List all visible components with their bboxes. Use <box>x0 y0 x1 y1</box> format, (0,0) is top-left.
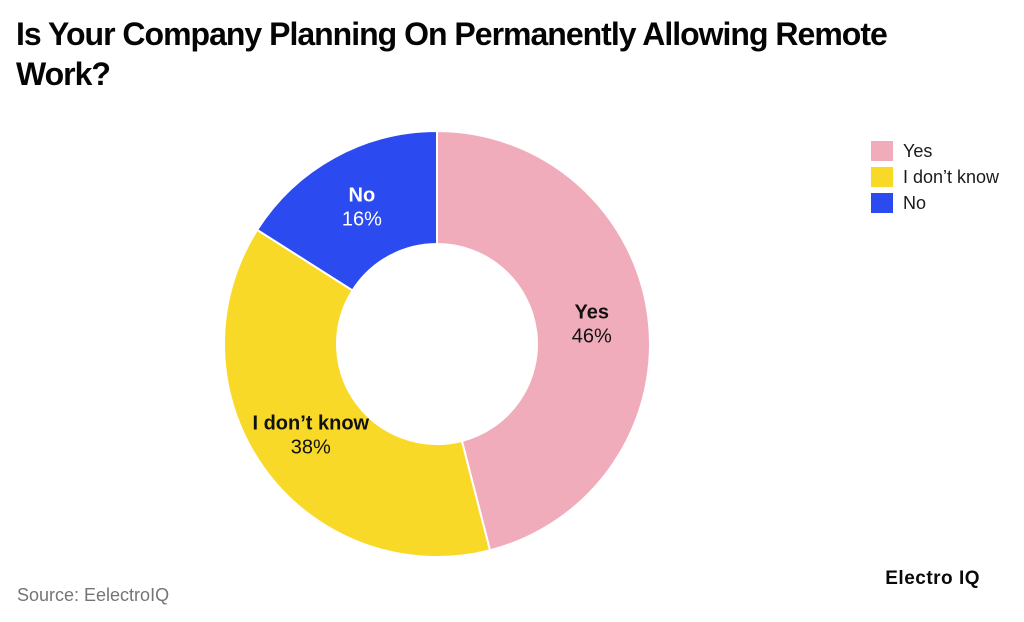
brand-logo: Electro IQ <box>885 568 980 589</box>
legend-item-no: No <box>871 193 999 213</box>
chart-title: Is Your Company Planning On Permanently … <box>16 14 1016 94</box>
chart-title-line-1: Is Your Company Planning On Permanently … <box>16 16 888 52</box>
slice-value-no: 16% <box>342 208 382 230</box>
pie-slice-yes <box>436 129 651 552</box>
legend-item-yes: Yes <box>871 141 999 161</box>
legend-label-no: No <box>903 193 927 213</box>
source-note: Source: EelectroIQ <box>17 585 170 605</box>
legend-label-yes: Yes <box>903 141 933 161</box>
slice-value-i-don-t-know: 38% <box>291 437 331 459</box>
pie-slice-no <box>255 129 438 292</box>
legend-swatch-yes <box>871 141 893 161</box>
legend-item-i-dont-know: I don’t know <box>871 167 999 187</box>
chart-legend: Yes I don’t know No <box>871 141 999 219</box>
slice-label-no: No <box>349 184 376 206</box>
pie-slice-i-don-t-know <box>223 228 492 558</box>
slice-label-i-don-t-know: I don’t know <box>252 413 369 435</box>
slice-value-yes: 46% <box>572 325 612 347</box>
legend-swatch-no <box>871 193 893 213</box>
legend-label-i-dont-know: I don’t know <box>903 167 1000 187</box>
legend-swatch-i-dont-know <box>871 167 893 187</box>
chart-title-line-2: Work? <box>16 56 111 92</box>
slice-label-yes: Yes <box>575 301 609 323</box>
